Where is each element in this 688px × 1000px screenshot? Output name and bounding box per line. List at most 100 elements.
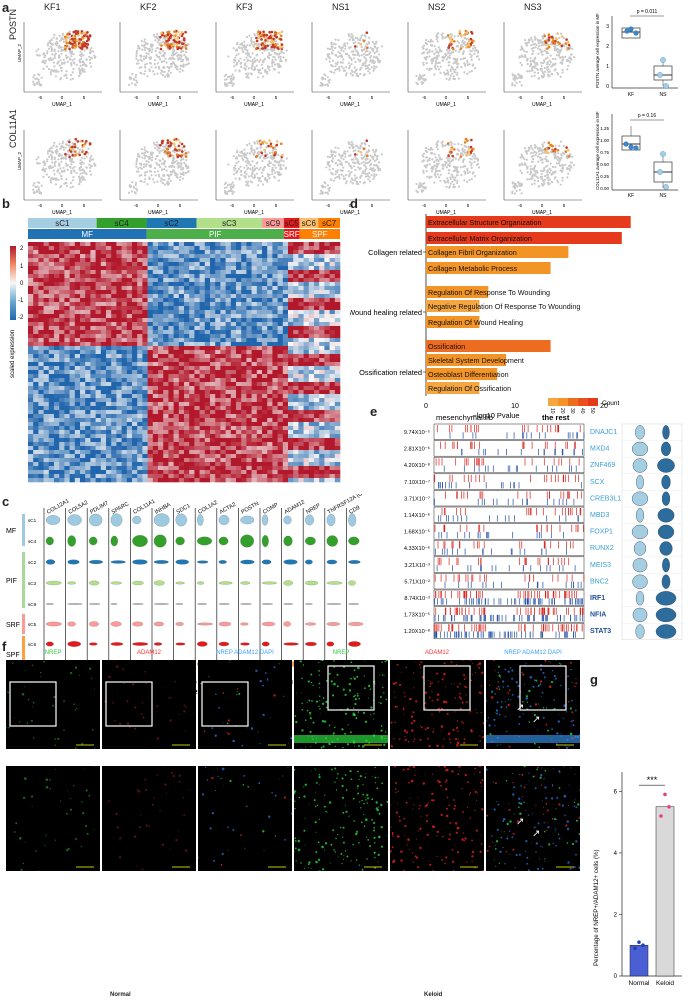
heatmap-cell — [132, 266, 138, 271]
heatmap-cell — [210, 470, 216, 475]
umap-point — [51, 43, 55, 46]
heatmap-cell — [293, 250, 299, 255]
heatmap-cell — [204, 358, 211, 363]
heatmap-cell — [241, 374, 247, 379]
heatmap-cell — [334, 298, 341, 303]
heatmap-cell — [116, 294, 122, 299]
heatmap-cell — [236, 454, 242, 459]
heatmap-cell — [225, 426, 232, 431]
heatmap-cell — [256, 250, 263, 255]
box1-ytick-1: 1 — [606, 64, 609, 70]
heatmap-cell — [111, 378, 117, 383]
box1-group-ns: NS — [660, 92, 668, 98]
heatmap-cell — [137, 442, 143, 447]
heatmap-cell — [319, 270, 325, 275]
heatmap-cell — [80, 414, 86, 419]
heatmap-cell — [204, 282, 211, 287]
barcode-pvalue: 1.14X10⁻⁶ — [404, 512, 430, 519]
heatmap-cell — [329, 390, 336, 395]
heatmap-cell — [230, 434, 237, 439]
heatmap-cell — [168, 250, 174, 255]
heatmap-cell — [225, 326, 232, 331]
heatmap-cell — [80, 466, 86, 471]
heatmap-cell — [334, 354, 341, 359]
heatmap-cell — [106, 330, 112, 335]
heatmap-cell — [132, 278, 138, 283]
heatmap-cell — [178, 350, 185, 355]
heatmap-cell — [48, 286, 55, 291]
umap-point — [55, 69, 58, 72]
heatmap-cell — [163, 410, 169, 415]
heatmap-cell — [251, 410, 258, 415]
heatmap-cell — [277, 378, 284, 383]
heatmap-cell — [168, 266, 174, 271]
heatmap-cell — [194, 462, 200, 467]
heatmap-cell — [220, 314, 226, 319]
g-point — [667, 804, 671, 809]
heatmap-cell — [220, 338, 226, 343]
heatmap-cell — [189, 394, 195, 399]
heatmap-cell — [319, 430, 325, 435]
heatmap-cell — [293, 410, 299, 415]
heatmap-cell — [272, 386, 278, 391]
heatmap-cell — [54, 242, 60, 247]
heatmap-cell — [189, 410, 195, 415]
heatmap-cell — [308, 342, 315, 347]
heatmap-cell — [137, 286, 143, 291]
heatmap-cell — [142, 246, 148, 251]
heatmap-cell — [64, 458, 70, 463]
heatmap-cell — [303, 450, 310, 455]
heatmap-cell — [184, 278, 190, 283]
heatmap-cell — [236, 406, 242, 411]
heatmap-cell — [251, 322, 258, 327]
heatmap-cell — [204, 298, 211, 303]
heatmap-cell — [194, 454, 200, 459]
heatmap-cell — [132, 454, 138, 459]
heatmap-cell — [43, 446, 50, 451]
heatmap-cell — [168, 450, 174, 455]
go-legend-tick: 10 — [549, 408, 555, 414]
violin-shape — [305, 514, 314, 526]
heatmap-cell — [303, 430, 310, 435]
heatmap-cell — [69, 350, 76, 355]
heatmap-cell — [142, 418, 148, 423]
heatmap-cell — [64, 298, 70, 303]
heatmap-cell — [132, 382, 138, 387]
heatmap-cell — [173, 294, 180, 299]
umap-point — [58, 64, 61, 67]
heatmap-cell — [204, 438, 211, 443]
heatmap-cell — [329, 338, 336, 343]
heatmap-cell — [33, 298, 39, 303]
umap-point — [70, 55, 73, 58]
heatmap-cell — [28, 322, 34, 327]
umap-point — [60, 69, 63, 72]
violin-shape — [197, 536, 212, 546]
heatmap-cell — [236, 282, 242, 287]
heatmap-cell — [225, 370, 232, 375]
heatmap-cell — [163, 474, 169, 479]
heatmap-cell — [168, 422, 174, 427]
heatmap-cell — [90, 278, 96, 283]
heatmap-cell — [246, 390, 252, 395]
heatmap-cell — [116, 346, 122, 351]
heatmap-cell — [308, 434, 315, 439]
heatmap-cell — [236, 370, 242, 375]
umap-point — [93, 54, 96, 57]
violin-shape — [197, 581, 205, 585]
heatmap-cell — [277, 262, 284, 267]
heatmap-cell — [28, 266, 34, 271]
heatmap-cell — [334, 334, 341, 339]
heatmap-cell — [90, 406, 96, 411]
heatmap-cell — [194, 414, 200, 419]
heatmap-cell — [163, 274, 169, 279]
heatmap-cell — [334, 314, 341, 319]
heatmap-cell — [215, 374, 221, 379]
heatmap-cell — [288, 426, 294, 431]
heatmap-cell — [256, 350, 263, 355]
heatmap-cell — [54, 378, 60, 383]
heatmap-cell — [204, 422, 211, 427]
heatmap-cell — [303, 262, 310, 267]
heatmap-cell — [184, 430, 190, 435]
heatmap-cell — [210, 414, 216, 419]
heatmap-cell — [178, 402, 185, 407]
